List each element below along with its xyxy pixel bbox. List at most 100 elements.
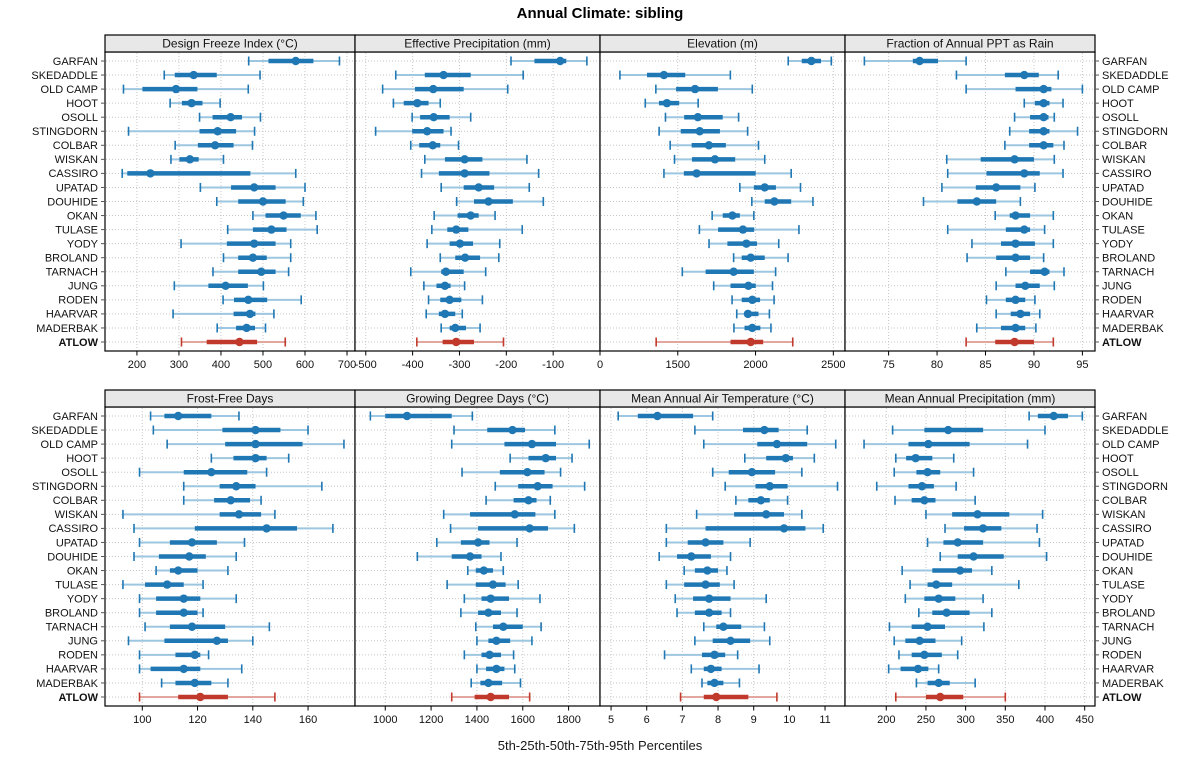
median-dot — [772, 439, 782, 449]
x-axis-tick-label: 80 — [931, 359, 943, 371]
median-dot — [226, 113, 235, 122]
percentile-row-wiskan — [673, 154, 766, 164]
median-dot — [402, 411, 412, 421]
percentile-row-haarvar — [172, 309, 275, 319]
median-dot — [174, 566, 183, 575]
percentile-row-broland — [138, 608, 204, 618]
x-axis-tick-label: 500 — [254, 359, 272, 371]
percentile-row-yody — [904, 594, 984, 604]
median-dot — [484, 197, 493, 206]
x-axis-tick-label: 2500 — [821, 359, 845, 371]
percentile-row-maderbak — [975, 323, 1037, 333]
median-dot — [1039, 98, 1048, 108]
x-axis-tick-label: 8 — [715, 714, 721, 726]
station-label-left: DOUHIDE — [47, 196, 98, 208]
median-dot — [249, 239, 259, 248]
percentile-row-roden — [222, 295, 303, 305]
percentile-row-colbar — [174, 140, 254, 150]
percentile-row-atlow — [450, 692, 531, 702]
x-axis-tick-label: 140 — [244, 714, 262, 726]
x-axis-tick-label: 95 — [1076, 359, 1088, 371]
percentile-row-yody — [463, 594, 541, 604]
panel-frost-free-days: Frost-Free Days 100 120 140 160 — [104, 389, 356, 726]
station-label-left: YODY — [67, 593, 99, 605]
station-label-right: RODEN — [1102, 650, 1142, 662]
median-dot — [943, 425, 953, 435]
percentile-row-cassiro — [944, 523, 1038, 533]
median-dot — [969, 552, 978, 561]
station-label-right: BROLAND — [1102, 253, 1155, 265]
station-label-left: COLBAR — [53, 495, 98, 507]
percentile-row-stingdorn — [494, 481, 586, 491]
median-dot — [1039, 113, 1048, 122]
percentile-row-okan — [155, 566, 229, 576]
median-dot — [701, 538, 710, 547]
x-axis-tick-label: 1500 — [666, 359, 690, 371]
median-dot — [244, 295, 253, 305]
station-label-right: JUNG — [1102, 636, 1132, 648]
median-dot — [460, 155, 469, 164]
station-label-left: BROLAND — [45, 608, 98, 620]
x-axis-tick-label: -500 — [355, 359, 377, 371]
x-axis-tick-label: 400 — [212, 359, 230, 371]
median-dot — [761, 510, 771, 519]
station-label-left: HOOT — [66, 98, 98, 110]
x-axis-tick-label: 350 — [996, 714, 1014, 726]
percentile-row-wiskan — [945, 154, 1056, 164]
median-dot — [257, 267, 266, 276]
median-dot — [704, 608, 714, 617]
percentile-row-douhide — [215, 197, 305, 206]
percentile-row-skedaddle — [453, 425, 556, 435]
station-label-left: TULASE — [55, 224, 98, 236]
median-dot — [746, 337, 755, 347]
x-axis-tick-label: 120 — [188, 714, 206, 726]
x-axis-tick-label: 11 — [819, 714, 830, 726]
median-dot — [179, 608, 188, 617]
percentile-row-osoll — [711, 467, 803, 477]
percentile-row-atlow — [655, 337, 794, 347]
panel-effective-precipitation-mm: Effective Precipitation (mm) -500 -400 -300… — [354, 34, 603, 371]
median-dot — [1016, 309, 1025, 319]
median-dot — [729, 267, 738, 276]
station-label-left: TULASE — [55, 579, 98, 591]
median-dot — [429, 84, 438, 94]
percentile-row-haarvar — [887, 664, 940, 674]
median-dot — [936, 692, 945, 702]
median-dot — [251, 425, 260, 435]
median-dot — [251, 439, 260, 449]
median-dot — [510, 510, 519, 519]
percentile-row-jung — [476, 636, 533, 646]
x-axis-tick-label: 1000 — [373, 714, 397, 726]
median-dot — [232, 482, 241, 491]
percentile-row-cassiro — [133, 523, 334, 533]
percentile-row-osoll — [198, 112, 262, 122]
median-dot — [742, 239, 751, 248]
station-label-right: OSOLL — [1102, 467, 1139, 479]
median-dot — [189, 70, 198, 80]
percentile-row-atlow — [138, 692, 276, 702]
percentile-row-old-camp — [655, 84, 754, 94]
station-label-left: GARFAN — [53, 411, 98, 423]
median-dot — [249, 183, 259, 192]
x-axis-tick-label: 700 — [338, 359, 356, 371]
median-dot — [465, 552, 475, 561]
x-axis-tick-label: 9 — [751, 714, 757, 726]
station-label-right: MADERBAK — [1102, 323, 1164, 335]
station-label-right: SKEDADDLE — [1102, 70, 1169, 82]
median-dot — [533, 482, 542, 491]
median-dot — [171, 84, 181, 94]
median-dot — [973, 510, 982, 519]
percentile-row-tarnach — [681, 267, 777, 277]
median-dot — [942, 608, 951, 617]
median-dot — [190, 650, 199, 660]
percentile-row-haarvar — [425, 309, 464, 319]
x-axis-tick-label: 7 — [679, 714, 685, 726]
x-axis-tick-label: 5 — [608, 714, 614, 726]
percentile-row-roden — [898, 650, 959, 660]
x-axis-tick-label: 1600 — [511, 714, 535, 726]
strip-title: Design Freeze Index (°C) — [162, 37, 298, 51]
median-dot — [486, 594, 495, 603]
station-label-left: HAARVAR — [46, 664, 98, 676]
x-axis-tick-label: 1800 — [556, 714, 580, 726]
